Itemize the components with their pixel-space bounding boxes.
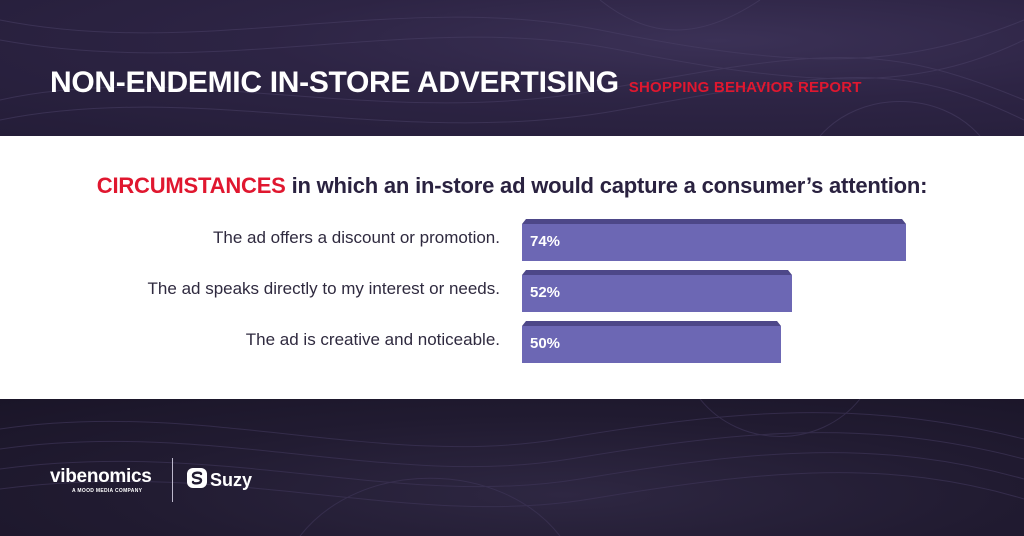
bar-category-label: The ad is creative and noticeable. <box>245 330 500 349</box>
bar-row: The ad offers a discount or promotion. 74… <box>0 216 1024 261</box>
report-title: NON-ENDEMIC IN-STORE ADVERTISING <box>50 66 619 99</box>
bar-top-bevel <box>522 219 906 224</box>
suzy-logo: Suzy <box>210 470 253 490</box>
bar <box>522 224 906 261</box>
bar-mark: 74% <box>522 219 906 261</box>
bar-top-bevel <box>522 321 781 326</box>
chart-title-rest: in which an in-store ad would capture a … <box>285 173 928 198</box>
header-wave-pattern <box>0 0 1024 136</box>
bar-category-label: The ad offers a discount or promotion. <box>213 228 500 247</box>
vibenomics-logo: vibenomics <box>50 466 152 487</box>
bar-mark: 50% <box>522 321 781 363</box>
bar-chart: The ad offers a discount or promotion. 74… <box>0 216 1024 366</box>
bar-mark: 52% <box>522 270 792 312</box>
bar-value-label: 74% <box>530 233 561 250</box>
header-title: NON-ENDEMIC IN-STORE ADVERTISING SHOPPIN… <box>50 66 862 100</box>
vibenomics-tagline: A MOOD MEDIA COMPANY <box>72 488 143 494</box>
header-band: NON-ENDEMIC IN-STORE ADVERTISING SHOPPIN… <box>0 0 1024 136</box>
bar-top-bevel <box>522 270 792 275</box>
content-band: CIRCUMSTANCES in which an in-store ad wo… <box>0 136 1024 399</box>
bar-category-label: The ad speaks directly to my interest or… <box>147 279 500 298</box>
suzy-s-icon <box>187 468 207 488</box>
chart-title-highlight: CIRCUMSTANCES <box>96 173 286 198</box>
bar <box>522 326 781 363</box>
bar <box>522 275 792 312</box>
report-subtitle: SHOPPING BEHAVIOR REPORT <box>628 79 862 96</box>
footer-wave-pattern <box>0 399 1024 536</box>
bar-row: The ad speaks directly to my interest or… <box>0 267 1024 312</box>
bar-value-label: 52% <box>530 284 561 301</box>
bar-value-label: 50% <box>530 335 561 352</box>
footer-band: vibenomics A MOOD MEDIA COMPANY Suzy <box>0 399 1024 536</box>
logo-divider <box>172 458 173 502</box>
chart-title: CIRCUMSTANCES in which an in-store ad wo… <box>0 173 1024 199</box>
bar-row: The ad is creative and noticeable. 50% <box>0 318 1024 363</box>
